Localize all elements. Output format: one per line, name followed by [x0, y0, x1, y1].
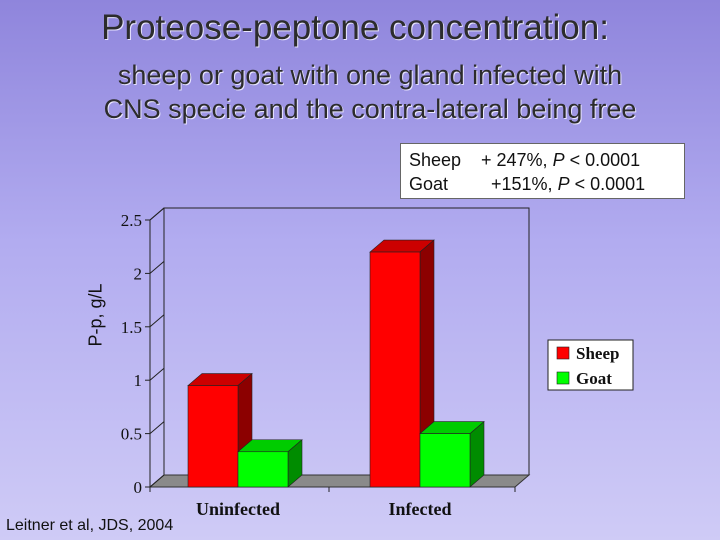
y-tick-label: 0 [134, 478, 143, 497]
slide-subtitle-line2: CNS specie and the contra-lateral being … [103, 94, 637, 124]
stat-row-sheep: Sheep + 247%, P < 0.0001 [409, 148, 684, 172]
y-tick-depth-line [149, 474, 165, 488]
y-tick-label: 2 [134, 264, 143, 283]
y-tick-label: 2.5 [121, 211, 142, 230]
stat-row-goat: Goat +151%, P < 0.0001 [409, 172, 684, 196]
legend-swatch-goat [556, 371, 570, 385]
legend-swatch-sheep [556, 346, 570, 360]
slide-subtitle-line1: sheep or goat with one gland infected wi… [117, 60, 623, 90]
stat-label: Goat [409, 174, 449, 194]
legend-label-sheep: Sheep [576, 344, 619, 363]
stat-p-value: < 0.0001 [569, 174, 646, 194]
y-tick-label: 1.5 [121, 318, 142, 337]
y-tick-depth-line [149, 261, 165, 274]
y-tick-depth-line [149, 207, 165, 221]
citation: Leitner et al, JDS, 2004 [6, 517, 174, 534]
stat-p-value: < 0.0001 [564, 150, 641, 170]
stat-label: Sheep [409, 150, 462, 170]
bar-side-goat [469, 420, 485, 488]
bar-sheep-uninfected [187, 385, 239, 488]
y-tick-label: 0.5 [121, 425, 142, 444]
legend-label-goat: Goat [576, 369, 612, 388]
stat-change: +151%, [481, 174, 558, 194]
bar-goat-uninfected [237, 451, 289, 488]
bar-goat-infected [419, 433, 471, 488]
slide-title: Proteose-peptone concentration: [101, 8, 609, 47]
y-tick-depth-line [149, 421, 165, 434]
y-tick-depth-line [149, 314, 165, 328]
stat-change: + 247%, [481, 150, 553, 170]
y-tick-depth-line [149, 367, 165, 381]
stat-p-symbol: P [557, 174, 570, 194]
y-tick-label: 1 [134, 371, 143, 390]
x-category-label: Infected [389, 499, 452, 519]
x-category-label: Uninfected [196, 499, 280, 519]
statistics-box: Sheep + 247%, P < 0.0001 Goat +151%, P < … [400, 143, 685, 199]
stat-p-symbol: P [552, 150, 565, 170]
bar-sheep-infected [369, 251, 421, 488]
